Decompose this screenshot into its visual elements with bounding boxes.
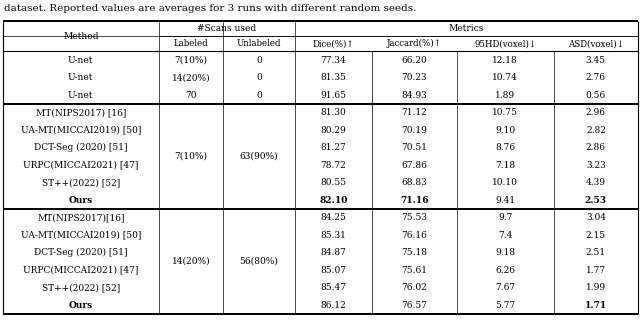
Text: 56(80%): 56(80%) <box>239 257 278 266</box>
Text: ST++(2022) [52]: ST++(2022) [52] <box>42 178 120 187</box>
Text: 81.35: 81.35 <box>321 73 346 82</box>
Text: 9.41: 9.41 <box>495 196 515 205</box>
Text: U-net: U-net <box>68 91 93 100</box>
Text: 5.77: 5.77 <box>495 301 515 310</box>
Text: U-net: U-net <box>68 56 93 65</box>
Text: 1.71: 1.71 <box>585 301 607 310</box>
Text: 95HD(voxel)↓: 95HD(voxel)↓ <box>474 39 536 48</box>
Text: UA-MT(MICCAI2019) [50]: UA-MT(MICCAI2019) [50] <box>20 231 141 240</box>
Text: 10.75: 10.75 <box>492 108 518 117</box>
Text: 3.45: 3.45 <box>586 56 606 65</box>
Text: 2.53: 2.53 <box>585 196 607 205</box>
Text: 7.67: 7.67 <box>495 283 515 292</box>
Text: 2.15: 2.15 <box>586 231 606 240</box>
Text: DCT-Seg (2020) [51]: DCT-Seg (2020) [51] <box>34 248 127 257</box>
Text: 63(90%): 63(90%) <box>239 152 278 161</box>
Text: 10.10: 10.10 <box>492 178 518 187</box>
Text: 70.19: 70.19 <box>401 126 428 135</box>
Text: 9.7: 9.7 <box>498 213 513 222</box>
Text: 0: 0 <box>256 73 262 82</box>
Text: 2.76: 2.76 <box>586 73 606 82</box>
Text: 2.96: 2.96 <box>586 108 606 117</box>
Text: 71.16: 71.16 <box>400 196 429 205</box>
Text: 7.18: 7.18 <box>495 161 515 170</box>
Text: 0.56: 0.56 <box>586 91 606 100</box>
Text: 68.83: 68.83 <box>401 178 428 187</box>
Text: 84.87: 84.87 <box>321 248 346 257</box>
Text: 0: 0 <box>256 91 262 100</box>
Text: Metrics: Metrics <box>449 24 484 33</box>
Text: 1.99: 1.99 <box>586 283 606 292</box>
Text: 0: 0 <box>256 56 262 65</box>
Text: 12.18: 12.18 <box>492 56 518 65</box>
Text: 9.10: 9.10 <box>495 126 515 135</box>
Text: 7.4: 7.4 <box>498 231 513 240</box>
Text: 2.51: 2.51 <box>586 248 606 257</box>
Text: 85.07: 85.07 <box>321 266 346 275</box>
Text: 85.31: 85.31 <box>321 231 346 240</box>
Text: 4.39: 4.39 <box>586 178 606 187</box>
Text: 84.25: 84.25 <box>321 213 346 222</box>
Text: 7(10%): 7(10%) <box>175 152 207 161</box>
Text: 71.12: 71.12 <box>401 108 428 117</box>
Text: 3.04: 3.04 <box>586 213 606 222</box>
Text: Ours: Ours <box>68 301 93 310</box>
Text: 76.16: 76.16 <box>401 231 428 240</box>
Text: 75.53: 75.53 <box>401 213 428 222</box>
Text: MT(NIPS2017) [16]: MT(NIPS2017) [16] <box>36 108 126 117</box>
Text: 76.57: 76.57 <box>401 301 428 310</box>
Text: 8.76: 8.76 <box>495 143 515 152</box>
Text: 85.47: 85.47 <box>321 283 346 292</box>
Text: Labeled: Labeled <box>173 39 208 48</box>
Text: 80.29: 80.29 <box>321 126 346 135</box>
Text: 9.18: 9.18 <box>495 248 515 257</box>
Text: 3.23: 3.23 <box>586 161 605 170</box>
Text: 80.55: 80.55 <box>321 178 346 187</box>
Text: U-net: U-net <box>68 73 93 82</box>
Text: URPC(MICCAI2021) [47]: URPC(MICCAI2021) [47] <box>23 161 138 170</box>
Text: Ours: Ours <box>68 196 93 205</box>
Text: 78.72: 78.72 <box>321 161 346 170</box>
Text: 84.93: 84.93 <box>401 91 428 100</box>
Text: 86.12: 86.12 <box>321 301 346 310</box>
Text: dataset. Reported values are averages for 3 runs with different random seeds.: dataset. Reported values are averages fo… <box>4 4 417 13</box>
Text: ASD(voxel)↓: ASD(voxel)↓ <box>568 39 624 48</box>
Text: Unlabeled: Unlabeled <box>237 39 281 48</box>
Text: #Scans used: #Scans used <box>197 24 256 33</box>
Text: 14(20%): 14(20%) <box>172 257 210 266</box>
Text: 70.51: 70.51 <box>401 143 428 152</box>
Text: 67.86: 67.86 <box>401 161 428 170</box>
Text: 14(20%): 14(20%) <box>172 73 210 82</box>
Text: 75.61: 75.61 <box>401 266 428 275</box>
Text: MT(NIPS2017)[16]: MT(NIPS2017)[16] <box>37 213 125 222</box>
Text: 70: 70 <box>185 91 196 100</box>
Text: 82.10: 82.10 <box>319 196 348 205</box>
Text: 76.02: 76.02 <box>401 283 428 292</box>
Text: 1.77: 1.77 <box>586 266 606 275</box>
Text: 70.23: 70.23 <box>402 73 428 82</box>
Text: DCT-Seg (2020) [51]: DCT-Seg (2020) [51] <box>34 143 127 152</box>
Text: 75.18: 75.18 <box>401 248 428 257</box>
Text: 66.20: 66.20 <box>401 56 428 65</box>
Text: Jaccard(%)↑: Jaccard(%)↑ <box>387 39 442 48</box>
Text: URPC(MICCAI2021) [47]: URPC(MICCAI2021) [47] <box>23 266 138 275</box>
Text: 81.30: 81.30 <box>321 108 346 117</box>
Text: 2.86: 2.86 <box>586 143 606 152</box>
Text: ST++(2022) [52]: ST++(2022) [52] <box>42 283 120 292</box>
Text: 10.74: 10.74 <box>492 73 518 82</box>
Text: 77.34: 77.34 <box>321 56 346 65</box>
Text: 81.27: 81.27 <box>321 143 346 152</box>
Text: Dice(%)↑: Dice(%)↑ <box>312 39 355 48</box>
Text: 6.26: 6.26 <box>495 266 515 275</box>
Text: 91.65: 91.65 <box>321 91 346 100</box>
Text: 1.89: 1.89 <box>495 91 515 100</box>
Text: UA-MT(MICCAI2019) [50]: UA-MT(MICCAI2019) [50] <box>20 126 141 135</box>
Text: 2.82: 2.82 <box>586 126 606 135</box>
Text: 7(10%): 7(10%) <box>175 56 207 65</box>
Text: Method: Method <box>63 32 99 41</box>
